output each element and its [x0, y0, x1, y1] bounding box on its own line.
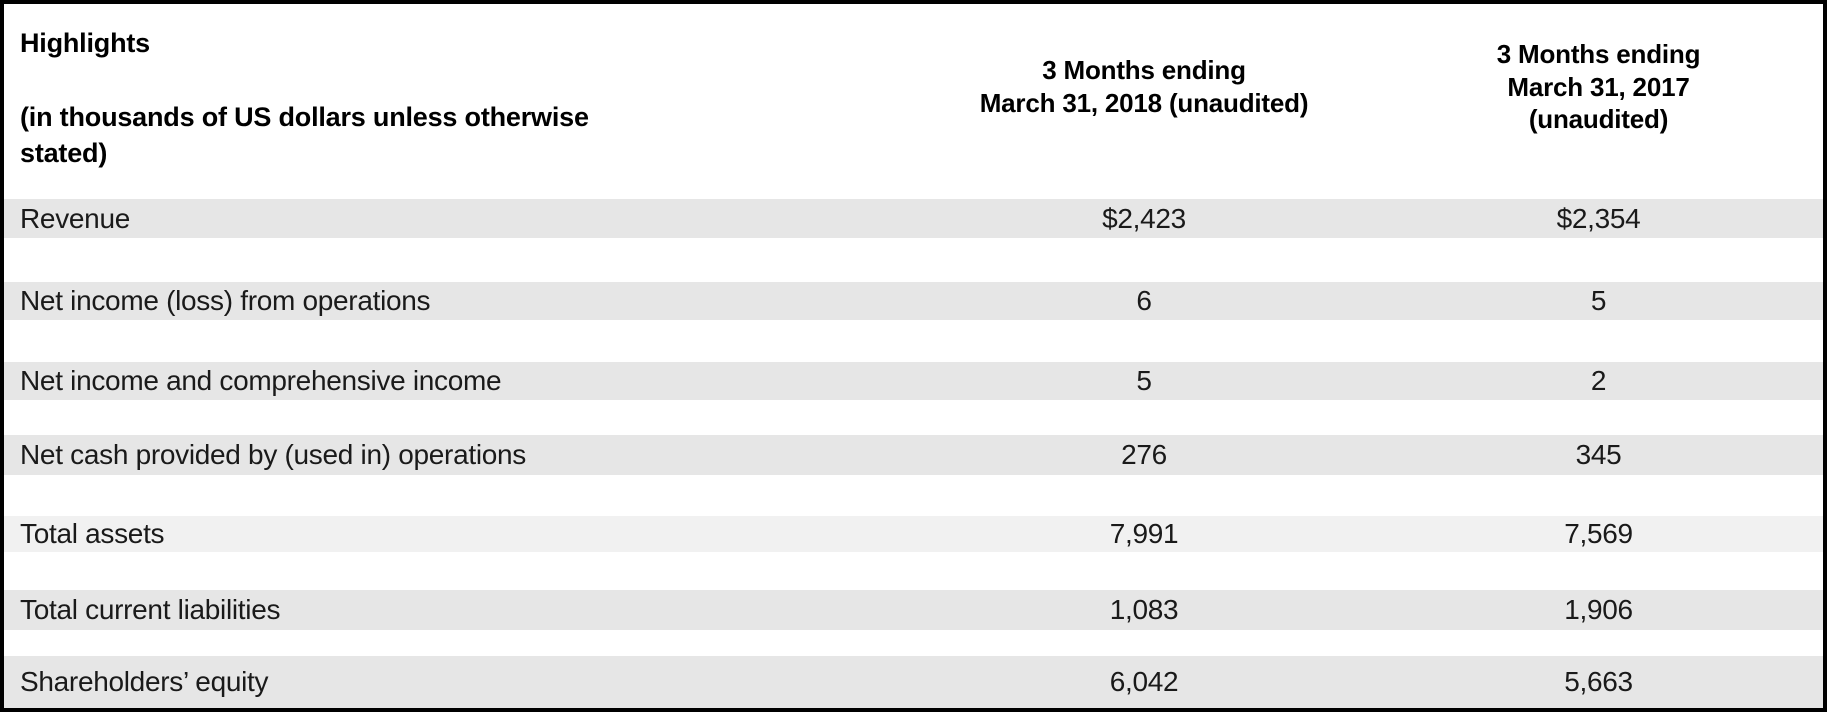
- row-label: Shareholders’ equity: [20, 666, 269, 697]
- row-label: Net income and comprehensive income: [20, 365, 502, 396]
- row-value-2017: 1,906: [1564, 594, 1633, 625]
- row-value-2017: 345: [1575, 439, 1622, 470]
- table-subtitle: (in thousands of US dollars unless other…: [20, 102, 589, 169]
- row-value-2018: $2,423: [1102, 202, 1186, 234]
- row-value-2017: 5,663: [1564, 666, 1633, 697]
- row-spacer: [4, 400, 1823, 435]
- table-row: Shareholders’ equity 6,042 5,663: [4, 656, 1823, 708]
- row-value-2018: 276: [1121, 439, 1167, 470]
- row-value-2018: 6: [1136, 285, 1152, 316]
- row-label: Net cash provided by (used in) operation…: [20, 439, 526, 470]
- row-spacer: [4, 475, 1823, 516]
- row-label: Total current liabilities: [20, 594, 281, 625]
- row-label: Total assets: [20, 518, 165, 549]
- row-value-2017: 2: [1590, 365, 1607, 396]
- column-header-2017: 3 Months ending March 31, 2017 (unaudite…: [1496, 39, 1701, 134]
- row-value-2017: $2,354: [1556, 202, 1641, 234]
- row-value-2017: 7,569: [1564, 518, 1633, 549]
- row-value-2017: 5: [1590, 285, 1607, 316]
- row-value-2018: 7,991: [1109, 518, 1179, 549]
- page-title: Highlights: [20, 28, 150, 58]
- row-value-2018: 1,083: [1109, 594, 1179, 625]
- row-spacer: [4, 630, 1823, 656]
- table-row: Net income (loss) from operations 6 5: [4, 282, 1823, 320]
- row-label: Net income (loss) from operations: [20, 285, 431, 316]
- row-spacer: [4, 238, 1823, 282]
- row-label: Revenue: [20, 202, 130, 234]
- table-header-left: Highlights (in thousands of US dollars u…: [4, 4, 884, 172]
- row-value-2018: 6,042: [1109, 666, 1179, 697]
- table-header: Highlights (in thousands of US dollars u…: [4, 4, 1823, 199]
- row-value-2018: 5: [1136, 365, 1152, 396]
- table-row: Net income and comprehensive income 5 2: [4, 362, 1823, 400]
- table-row: Revenue $2,423 $2,354: [4, 199, 1823, 238]
- row-spacer: [4, 320, 1823, 362]
- table-row: Net cash provided by (used in) operation…: [4, 435, 1823, 475]
- table-row: Total assets 7,991 7,569: [4, 516, 1823, 552]
- table-row: Total current liabilities 1,083 1,906: [4, 590, 1823, 630]
- row-spacer: [4, 552, 1823, 590]
- column-header-2018: 3 Months ending March 31, 2018 (unaudite…: [979, 55, 1309, 118]
